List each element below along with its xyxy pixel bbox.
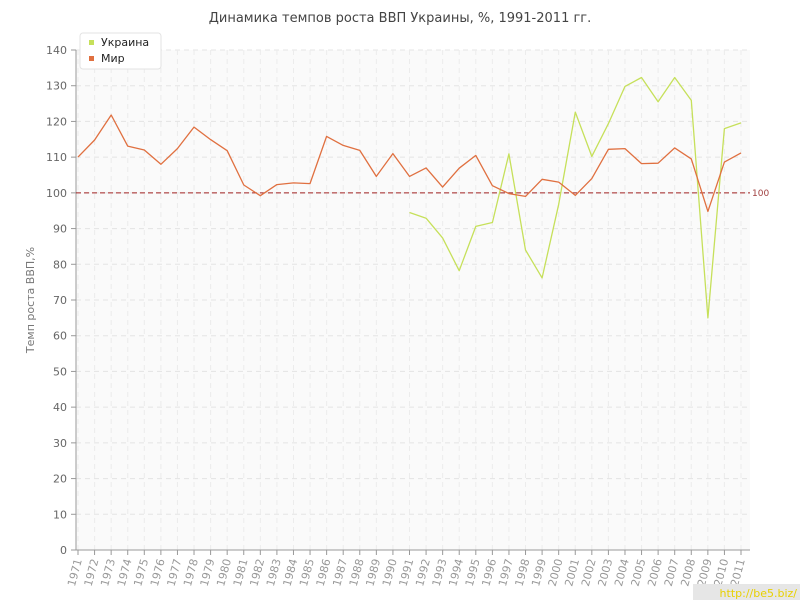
y-tick-label: 70 (53, 294, 67, 307)
series-line-world (77, 114, 742, 213)
y-axis-label: Темп роста ВВП,% (24, 247, 37, 354)
y-tick-label: 140 (46, 44, 67, 57)
y-tick-label: 80 (53, 258, 67, 271)
legend-label-ukraine: Украина (101, 36, 149, 49)
series-group (77, 76, 742, 319)
y-tick-label: 30 (53, 437, 67, 450)
y-tick-label: 40 (53, 401, 67, 414)
reference-line-label: 100 (752, 189, 769, 199)
y-tick-label: 110 (46, 151, 67, 164)
y-tick-label: 130 (46, 80, 67, 93)
y-tick-label: 120 (46, 115, 67, 128)
reference-line-group: 100 (76, 189, 769, 199)
series-line-ukraine (409, 76, 742, 319)
y-tick-label: 50 (53, 365, 67, 378)
y-tick-label: 0 (60, 544, 67, 557)
watermark-text: http://be5.biz/ (720, 587, 798, 600)
y-tick-label: 10 (53, 508, 67, 521)
legend-box (79, 32, 162, 70)
legend-swatch-world (89, 56, 94, 61)
x-axis: 1971197219731974197519761977197819791980… (65, 549, 750, 588)
y-tick-label: 90 (53, 223, 67, 236)
watermark-background (693, 584, 800, 600)
legend-swatch-ukraine (89, 40, 94, 45)
y-tick-label: 60 (53, 330, 67, 343)
y-tick-label: 100 (46, 187, 67, 200)
legend: Украина Мир (79, 32, 162, 70)
x-tick-label: 2011 (728, 557, 748, 587)
y-tick-label: 20 (53, 473, 67, 486)
chart-title: Динамика темпов роста ВВП Украины, %, 19… (209, 11, 592, 26)
legend-label-world: Мир (101, 52, 125, 65)
y-axis: 0 10 20 30 40 50 60 70 80 90 100 110 120 130 140 (46, 44, 77, 557)
